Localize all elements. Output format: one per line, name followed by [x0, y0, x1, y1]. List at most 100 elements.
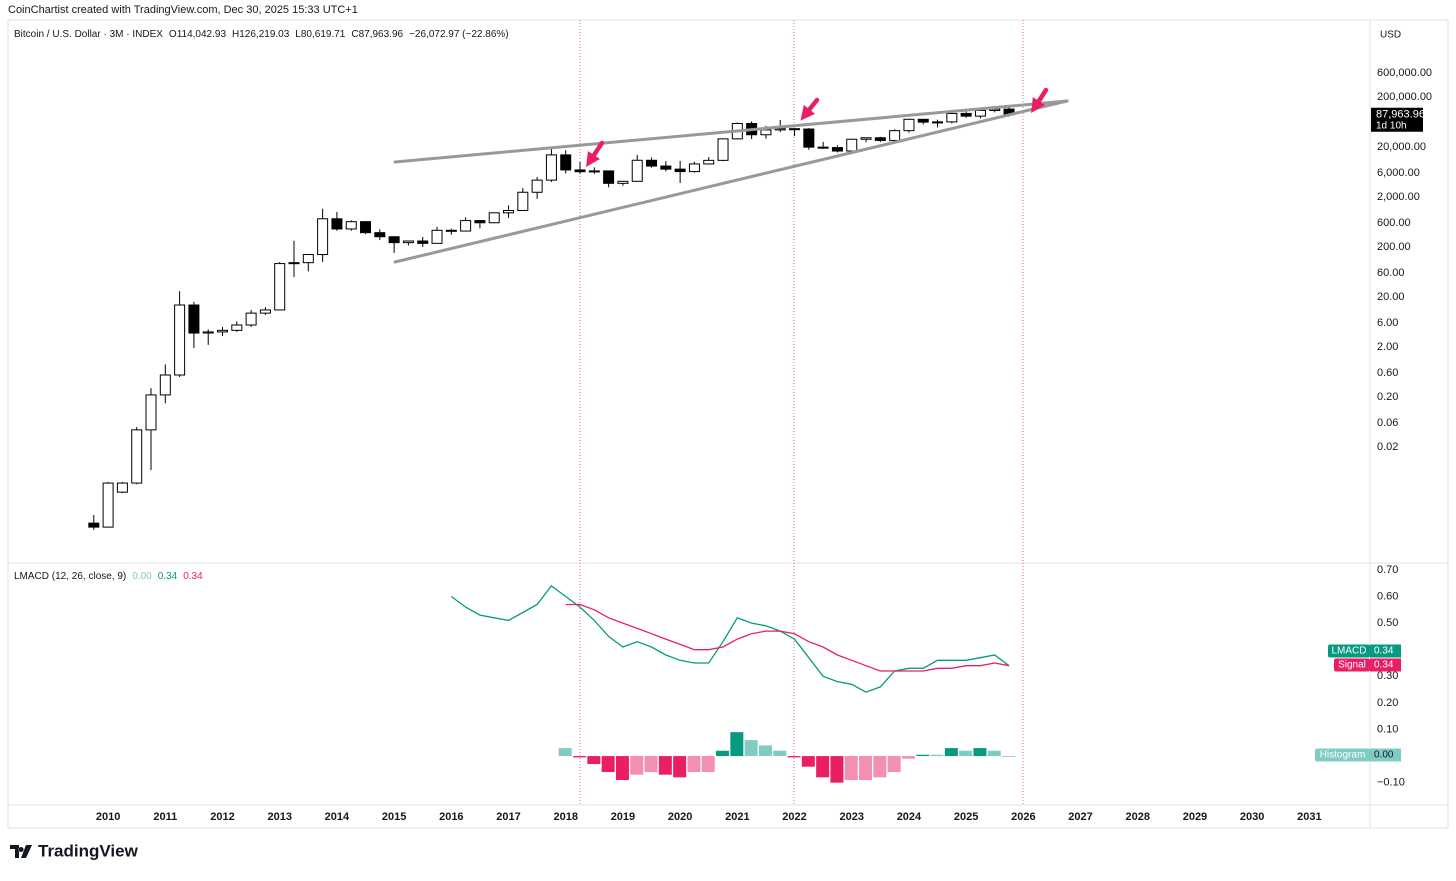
candle-body	[646, 159, 658, 167]
candle-body	[202, 331, 214, 334]
series-tag-name: Histogram	[1320, 750, 1366, 761]
candle-body	[946, 112, 958, 123]
candle-body	[660, 165, 672, 170]
candle-body	[932, 121, 944, 124]
x-tick-label: 2019	[611, 811, 635, 823]
y-tick-label: 200.00	[1377, 241, 1411, 253]
x-tick-label: 2017	[496, 811, 520, 823]
histogram-bar	[916, 754, 930, 757]
candle-body	[331, 218, 343, 230]
histogram-bar	[658, 756, 672, 775]
histogram-bar	[987, 750, 1001, 757]
candle-body	[631, 159, 643, 182]
x-tick-label: 2030	[1240, 811, 1264, 823]
candle-body	[774, 128, 786, 131]
x-tick-label: 2013	[267, 811, 291, 823]
y-tick-label: 0.20	[1377, 697, 1398, 709]
candle-body	[889, 130, 901, 141]
countdown: 1d 10h	[1376, 120, 1407, 131]
indicator-legend: LMACD (12, 26, close, 9) 0.00 0.34 0.34	[14, 571, 203, 582]
histogram-value: 0.00	[132, 571, 152, 582]
histogram-bar	[887, 756, 901, 773]
series-tag-value: 0.34	[1374, 646, 1394, 657]
y-tick-label: 0.30	[1377, 670, 1398, 682]
y-tick-label: 0.06	[1377, 417, 1398, 429]
y-tick-label: 2.00	[1377, 341, 1398, 353]
last-price-label: 87,963.96	[1376, 109, 1425, 121]
y-tick-label: 0.20	[1377, 391, 1398, 403]
series-tag-value: 0.00	[1374, 750, 1394, 761]
histogram-bar	[601, 756, 615, 773]
candles	[88, 106, 1015, 530]
x-tick-label: 2031	[1297, 811, 1321, 823]
x-tick-label: 2012	[210, 811, 234, 823]
x-tick-label: 2024	[897, 811, 922, 823]
arrows	[586, 87, 1049, 167]
candle-body	[259, 309, 271, 314]
y-tick-label: 6,000.00	[1377, 167, 1420, 179]
series-tag-value: 0.34	[1374, 660, 1394, 671]
candle-body	[417, 240, 429, 244]
histogram-bar	[558, 748, 572, 757]
candle-body	[445, 229, 457, 232]
arrow	[1031, 87, 1049, 114]
histogram-bar	[959, 750, 973, 757]
y-tick-label: 600.00	[1377, 217, 1411, 229]
x-tick-label: 2022	[782, 811, 806, 823]
y-tick-label: 20.00	[1377, 291, 1405, 303]
open-label: O114,042.93	[169, 29, 227, 40]
candle-body	[989, 108, 1001, 111]
x-tick-label: 2025	[954, 811, 978, 823]
lmacd-value: 0.34	[158, 571, 178, 582]
candle-body	[588, 170, 600, 173]
histogram-bar	[673, 756, 687, 778]
candle-body	[88, 522, 100, 528]
candle-body	[874, 137, 886, 141]
y-tick-label: 60.00	[1377, 267, 1405, 279]
y-tick-label: 0.70	[1377, 564, 1398, 576]
x-tick-label: 2010	[96, 811, 120, 823]
y-tick-label: 20,000.00	[1377, 141, 1426, 153]
histogram-bar	[644, 756, 658, 773]
x-tick-label: 2027	[1068, 811, 1092, 823]
x-tick-label: 2023	[839, 811, 863, 823]
histogram-bar	[787, 756, 801, 758]
histogram-bar	[758, 745, 772, 757]
candle-body	[560, 154, 572, 171]
indicator-title: LMACD (12, 26, close, 9)	[14, 571, 126, 582]
candle-body	[388, 236, 400, 244]
y-tick-label: −0.10	[1377, 777, 1405, 789]
indicator-line	[450, 584, 1010, 693]
histogram-bar	[844, 756, 858, 781]
last-price-box	[1371, 107, 1423, 132]
candle-body	[245, 312, 257, 326]
candle-body	[102, 482, 114, 528]
histogram-bar	[730, 732, 744, 757]
candle-body	[217, 329, 229, 333]
candle-body	[374, 232, 386, 238]
symbol-legend: Bitcoin / U.S. Dollar · 3M · INDEX O114,0…	[14, 29, 509, 40]
candle-body	[817, 146, 829, 149]
histogram-bar	[873, 756, 887, 778]
y-tick-label: 0.50	[1377, 617, 1398, 629]
candle-body	[188, 304, 200, 334]
brand: TradingView	[10, 841, 139, 860]
candle-body	[503, 209, 515, 214]
histogram-bar	[573, 756, 587, 758]
candle-body	[574, 169, 586, 173]
histogram-bar	[801, 756, 815, 767]
candle-body	[617, 180, 629, 184]
date-markers	[579, 20, 1024, 805]
close-label: C87,963.96	[351, 29, 403, 40]
histogram-bar	[615, 756, 629, 781]
candle-body	[603, 170, 615, 184]
histogram-bar	[630, 756, 644, 775]
histogram-bar	[687, 756, 701, 773]
candle-body	[703, 159, 715, 165]
y-tick-label: 0.60	[1377, 590, 1398, 602]
signal-value: 0.34	[183, 571, 203, 582]
candle-body	[231, 324, 243, 331]
candle-body	[688, 163, 700, 173]
x-tick-label: 2020	[668, 811, 692, 823]
candle-body	[960, 112, 972, 117]
